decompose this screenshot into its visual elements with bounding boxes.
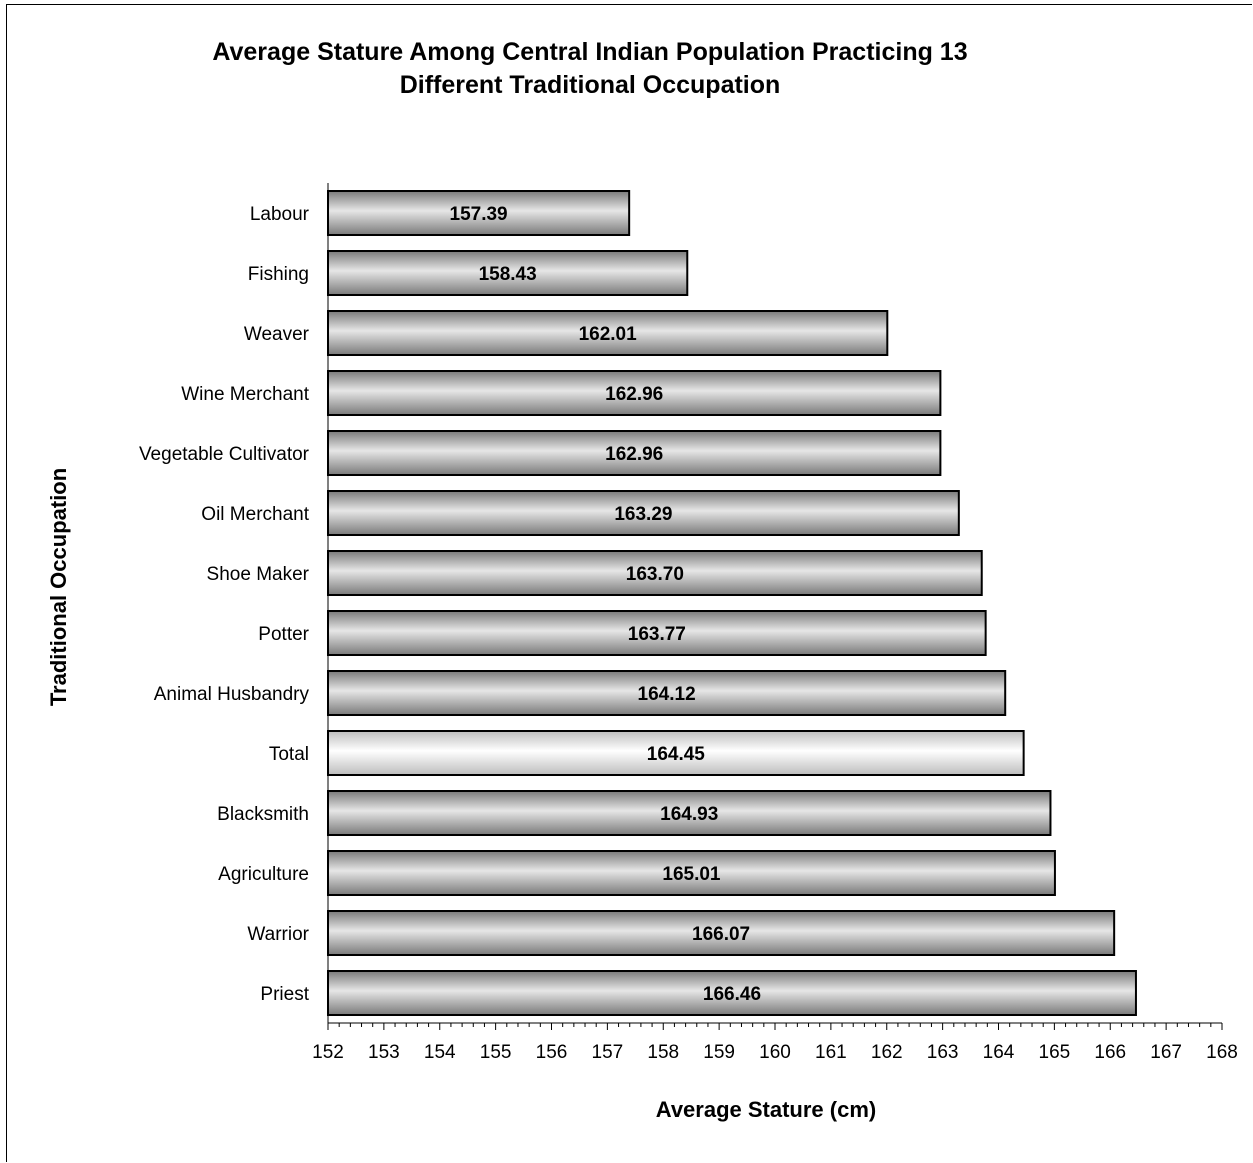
data-label: 164.45	[647, 744, 706, 765]
data-label: 162.96	[605, 384, 663, 405]
data-label: 163.77	[628, 624, 686, 645]
data-label: 162.96	[605, 444, 663, 465]
bar-wine-merchant	[327, 370, 942, 416]
x-tick-label: 168	[1206, 1042, 1238, 1063]
data-label: 166.07	[692, 924, 750, 945]
data-label: 162.01	[579, 324, 638, 345]
category-label: Priest	[260, 984, 309, 1005]
chart-title-line2: Different Traditional Occupation	[400, 71, 781, 99]
x-tick-label: 166	[1094, 1042, 1126, 1063]
x-tick-label: 152	[312, 1042, 344, 1063]
bar-fishing	[327, 250, 689, 296]
x-tick-label: 165	[1039, 1042, 1071, 1063]
x-tick-label: 158	[647, 1042, 679, 1063]
x-tick-label: 164	[983, 1042, 1015, 1063]
bar-labour	[327, 190, 631, 236]
data-label: 164.93	[660, 804, 718, 825]
data-label: 163.70	[626, 564, 684, 585]
x-tick-label: 163	[927, 1042, 959, 1063]
category-label: Vegetable Cultivator	[139, 444, 310, 465]
bar-oil-merchant	[327, 490, 960, 536]
category-label: Wine Merchant	[181, 384, 309, 405]
data-label: 164.12	[638, 684, 696, 705]
data-label: 165.01	[662, 864, 721, 885]
bars-group: 157.39 158.43 162.01 162.96 162.96 163.29 163.…	[327, 190, 1137, 1016]
bar-shoe-maker	[327, 550, 983, 596]
bar-total	[327, 730, 1025, 776]
x-axis-title: Average Stature (cm)	[656, 1097, 876, 1122]
bar-animal-husbandry	[327, 670, 1007, 716]
category-label: Weaver	[244, 324, 310, 345]
axes-group: Labour Fishing Weaver Wine Merchant Vegetabl…	[139, 183, 1238, 1063]
chart-frame	[6, 4, 1252, 1162]
x-tick-label: 167	[1150, 1042, 1182, 1063]
bar-vegetable-cultivator	[327, 430, 942, 476]
data-label: 157.39	[450, 204, 508, 225]
x-tick-label: 160	[759, 1042, 791, 1063]
category-label: Potter	[258, 624, 309, 645]
chart-title-line1: Average Stature Among Central Indian Pop…	[212, 38, 967, 66]
x-tick-label: 159	[703, 1042, 735, 1063]
x-tick-label: 161	[815, 1042, 847, 1063]
category-label: Oil Merchant	[201, 504, 309, 525]
category-label: Fishing	[248, 264, 309, 285]
data-label: 158.43	[479, 264, 537, 285]
data-label: 166.46	[703, 984, 761, 1005]
category-label: Warrior	[247, 924, 309, 945]
bar-warrior	[327, 910, 1116, 956]
bar-potter	[327, 610, 987, 656]
x-tick-label: 153	[368, 1042, 400, 1063]
data-label: 163.29	[614, 504, 672, 525]
bar-agriculture	[327, 850, 1056, 896]
category-label: Total	[269, 744, 309, 765]
x-tick-label: 155	[480, 1042, 512, 1063]
y-axis-title: Traditional Occupation	[46, 468, 71, 706]
x-tick-label: 162	[871, 1042, 903, 1063]
bar-blacksmith	[327, 790, 1052, 836]
category-label: Animal Husbandry	[154, 684, 310, 705]
category-label: Agriculture	[218, 864, 309, 885]
category-label: Labour	[250, 204, 310, 225]
category-label: Shoe Maker	[207, 564, 310, 585]
x-tick-label: 157	[592, 1042, 624, 1063]
x-tick-label: 156	[536, 1042, 568, 1063]
x-tick-label: 154	[424, 1042, 456, 1063]
category-label: Blacksmith	[217, 804, 309, 825]
